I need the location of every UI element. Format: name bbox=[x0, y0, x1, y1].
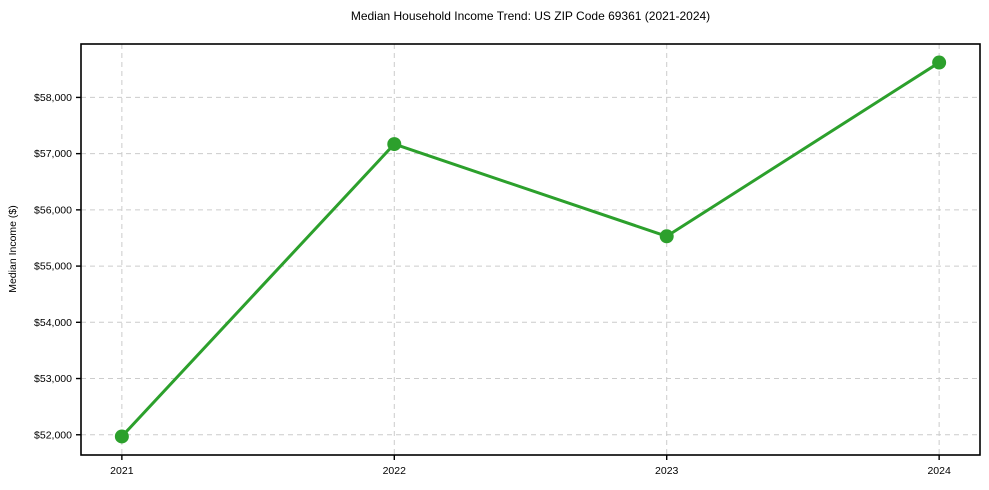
chart-title: Median Household Income Trend: US ZIP Co… bbox=[350, 9, 711, 23]
y-tick-label: $58,000 bbox=[34, 92, 72, 104]
y-tick-label: $57,000 bbox=[34, 148, 72, 160]
y-tick-label: $55,000 bbox=[34, 261, 72, 273]
series-line bbox=[120, 61, 941, 438]
x-tick-label: 2024 bbox=[927, 465, 951, 477]
y-tick-label: $53,000 bbox=[34, 373, 72, 385]
data-point-marker bbox=[932, 55, 947, 70]
plot-border bbox=[80, 43, 981, 456]
x-tick-label: 2021 bbox=[110, 465, 134, 477]
x-tick-label: 2023 bbox=[655, 465, 679, 477]
y-tick-label: $54,000 bbox=[34, 317, 72, 329]
x-tick-label: 2022 bbox=[383, 465, 407, 477]
data-point-marker bbox=[387, 137, 402, 152]
data-point-marker bbox=[114, 429, 129, 444]
data-point-marker bbox=[659, 229, 674, 244]
y-tick-label: $56,000 bbox=[34, 204, 72, 216]
y-tick-label: $52,000 bbox=[34, 429, 72, 441]
y-axis-title: Median Income ($) bbox=[7, 205, 19, 293]
